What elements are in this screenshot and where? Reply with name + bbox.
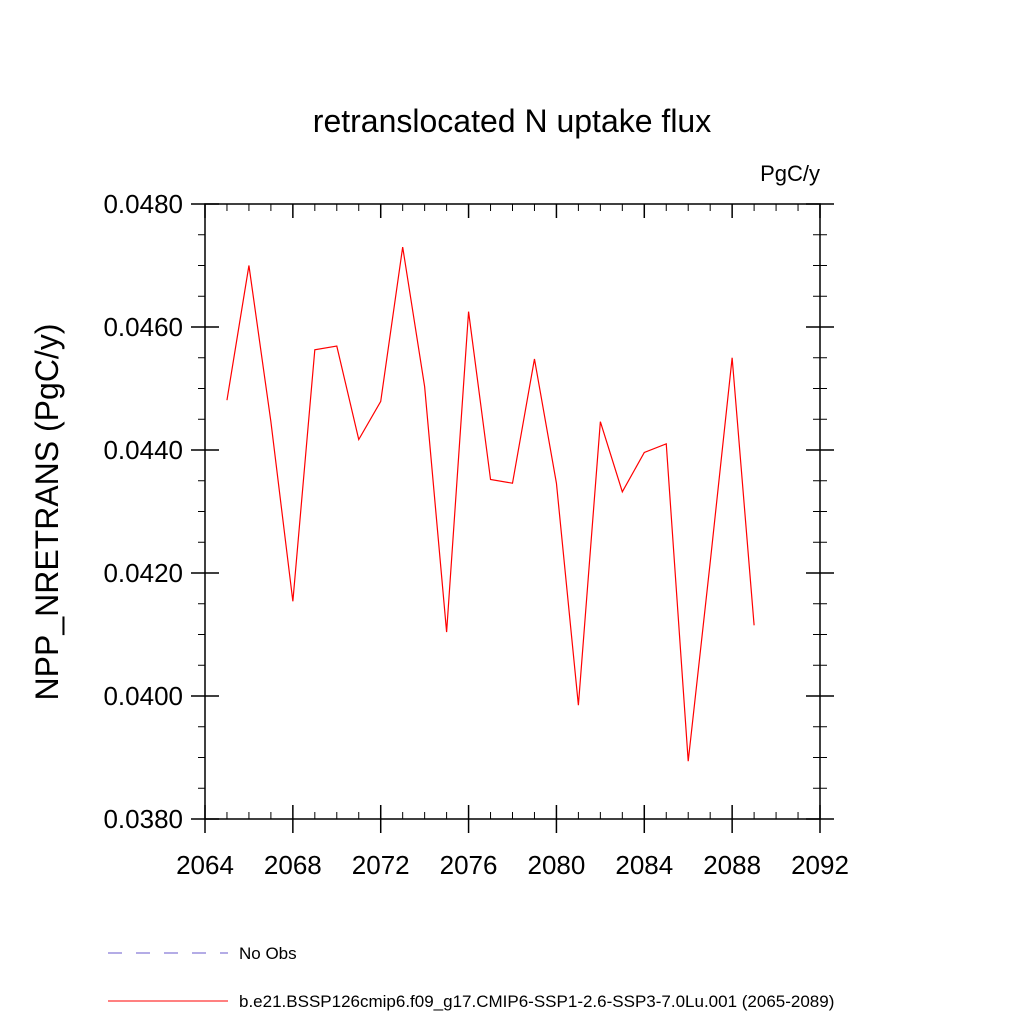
series-layer: [226, 246, 755, 762]
x-tick-label: 2068: [264, 850, 322, 880]
series-line: [226, 246, 755, 762]
legend-label-no-obs: No Obs: [239, 944, 297, 963]
units-label: PgC/y: [760, 161, 820, 186]
y-axis: 0.0380 0.0400 0.0420 0.0440 0.0460 0.0480: [103, 189, 834, 834]
y-tick-label: 0.0440: [103, 435, 183, 465]
y-axis-label: NPP_NRETRANS (PgC/y): [29, 324, 65, 701]
x-tick-label: 2064: [176, 850, 234, 880]
y-tick-label: 0.0380: [103, 804, 183, 834]
y-tick-label: 0.0480: [103, 189, 183, 219]
x-axis: 2064 2068 2072 2076 2080 2084 2088 2092: [176, 204, 849, 880]
y-tick-label: 0.0400: [103, 681, 183, 711]
y-tick-label: 0.0420: [103, 558, 183, 588]
legend-label-model-run: b.e21.BSSP126cmip6.f09_g17.CMIP6-SSP1-2.…: [239, 992, 834, 1011]
legend: No Obs b.e21.BSSP126cmip6.f09_g17.CMIP6-…: [108, 944, 834, 1011]
minor-ticks: [198, 204, 827, 819]
plot-frame: [204, 203, 821, 820]
x-tick-label: 2092: [791, 850, 849, 880]
x-tick-label: 2088: [703, 850, 761, 880]
x-tick-label: 2076: [440, 850, 498, 880]
x-tick-label: 2072: [352, 850, 410, 880]
y-tick-label: 0.0460: [103, 312, 183, 342]
x-tick-label: 2084: [615, 850, 673, 880]
chart-title: retranslocated N uptake flux: [313, 103, 711, 139]
x-tick-label: 2080: [528, 850, 586, 880]
